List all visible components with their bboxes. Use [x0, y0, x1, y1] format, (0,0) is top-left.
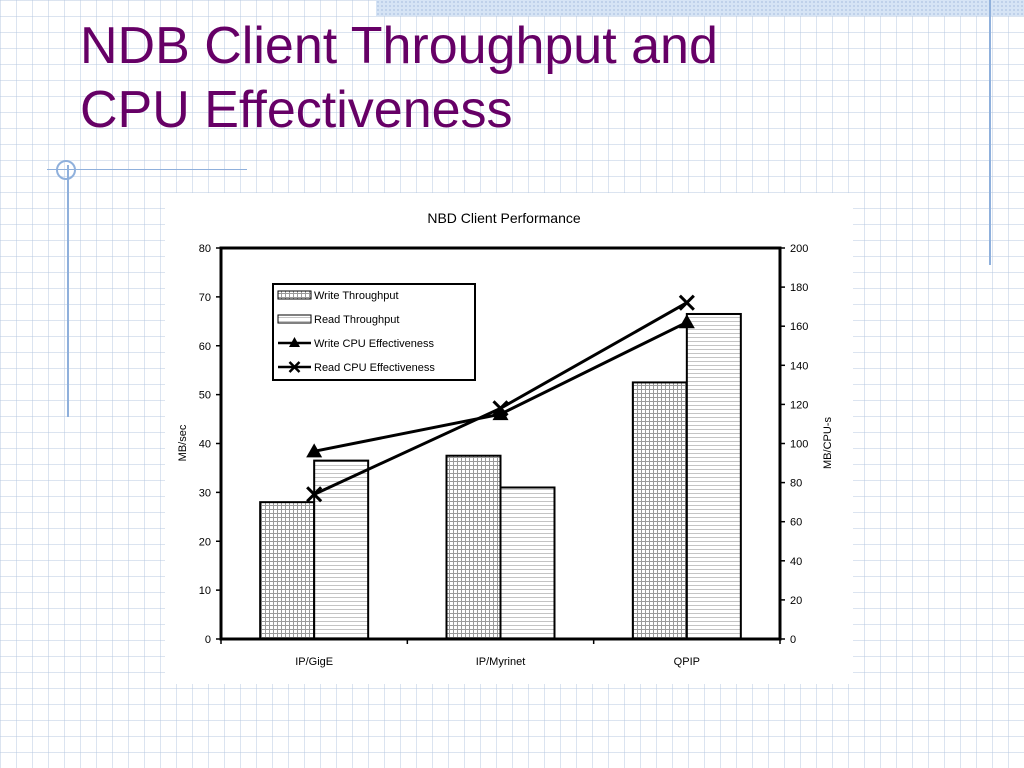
- slide-title: NDB Client Throughput and CPU Effectiven…: [80, 14, 718, 142]
- nbd-performance-chart: NBD Client Performance 0 10 20 30 40 50 60 70 80…: [177, 210, 834, 668]
- legend-label-read-throughput: Read Throughput: [314, 314, 399, 326]
- y2-tick-label-9: 180: [790, 282, 808, 294]
- legend-marker-x: [288, 361, 301, 373]
- legend-swatch-write-throughput: [277, 290, 312, 300]
- y-tick-label-5: 50: [199, 390, 211, 402]
- legend-label-write-cpu: Write CPU Effectiveness: [314, 338, 435, 350]
- marker-write-cpu-effectiveness-ip-gige: [306, 443, 323, 458]
- y2-tick-label-10: 200: [790, 243, 808, 255]
- bar-write-throughput-ip-gige: [259, 501, 316, 640]
- slide-title-line-1: NDB Client Throughput and: [80, 17, 718, 75]
- marker-write-cpu-effectiveness-ip-myrinet: [492, 406, 509, 421]
- bar-write-throughput-qpip: [631, 381, 688, 640]
- marker-write-cpu-effectiveness-qpip: [678, 314, 695, 329]
- y2-tick-label-3: 60: [790, 517, 802, 529]
- axes-layer: 0 10 20 30 40 50 60 70 80 0 20 40 60 80 100 120 140 160 18…: [199, 243, 809, 668]
- bar-read-throughput-qpip: [685, 312, 742, 640]
- chart-panel: NBD Client Performance 0 10 20 30 40 50 60 70 80…: [165, 193, 853, 684]
- legend-swatch-read-throughput: [277, 314, 312, 324]
- y-tick-label-0: 0: [205, 634, 211, 646]
- y-tick-label-4: 40: [199, 439, 211, 451]
- y-tick-label-2: 20: [199, 536, 211, 548]
- y2-tick-label-5: 100: [790, 439, 808, 451]
- marker-read-cpu-effectiveness-ip-gige: [306, 486, 323, 503]
- bar-write-throughput-ip-myrinet: [445, 454, 502, 640]
- y2-tick-label-6: 120: [790, 399, 808, 411]
- legend: Write Throughput Read Throughput Write C…: [272, 283, 476, 381]
- left-accent-line: [67, 165, 69, 417]
- y-tick-label-8: 80: [199, 243, 211, 255]
- lines-layer: [306, 294, 695, 503]
- legend-label-write-throughput: Write Throughput: [314, 290, 399, 302]
- bar-read-throughput-ip-myrinet: [499, 486, 556, 640]
- y2-tick-label-8: 160: [790, 321, 808, 333]
- bar-read-throughput-ip-gige: [313, 459, 370, 641]
- y2-axis-label: MB/CPU-s: [822, 417, 834, 469]
- legend-marker-triangle: [289, 337, 300, 347]
- y-tick-label-1: 10: [199, 585, 211, 597]
- slide-title-line-2: CPU Effectiveness: [80, 81, 513, 139]
- y-tick-label-3: 30: [199, 487, 211, 499]
- right-accent-line: [989, 0, 991, 265]
- y2-tick-label-0: 0: [790, 634, 796, 646]
- legend-frame: [272, 283, 476, 381]
- y2-tick-label-4: 80: [790, 478, 802, 490]
- y2-tick-label-7: 140: [790, 360, 808, 372]
- x-tick-label-ip-gige: IP/GigE: [295, 656, 333, 668]
- y2-tick-label-1: 20: [790, 595, 802, 607]
- chart-title: NBD Client Performance: [427, 210, 580, 226]
- accent-circle: [56, 160, 76, 180]
- marker-read-cpu-effectiveness-ip-myrinet: [492, 400, 509, 417]
- top-decorative-band: [376, 0, 1024, 16]
- x-tick-label-ip-myrinet: IP/Myrinet: [476, 656, 526, 668]
- bars-layer: [259, 312, 742, 641]
- y-tick-label-7: 70: [199, 292, 211, 304]
- y2-tick-label-2: 40: [790, 556, 802, 568]
- title-underline: [47, 169, 247, 170]
- y-axis-label: MB/sec: [177, 424, 189, 461]
- marker-read-cpu-effectiveness-qpip: [678, 294, 695, 311]
- legend-label-read-cpu: Read CPU Effectiveness: [314, 362, 435, 374]
- x-tick-label-qpip: QPIP: [674, 656, 700, 668]
- y-tick-label-6: 60: [199, 341, 211, 353]
